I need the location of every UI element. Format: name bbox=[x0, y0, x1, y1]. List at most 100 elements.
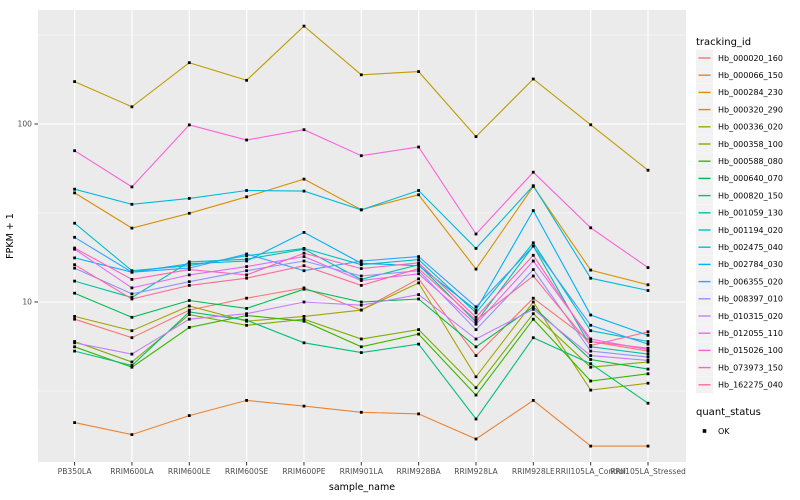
data-point-Hb_006355_020 bbox=[73, 235, 76, 239]
data-point-Hb_000284_230 bbox=[646, 283, 650, 287]
data-point-Hb_000358_100 bbox=[474, 386, 478, 390]
data-point-Hb_001194_020 bbox=[187, 264, 191, 268]
legend-item-label: Hb_010315_020 bbox=[718, 312, 783, 321]
data-point-Hb_000820_150 bbox=[302, 341, 306, 345]
data-point-Hb_001059_130 bbox=[646, 352, 650, 356]
legend-item-Hb_073973_150: Hb_073973_150 bbox=[696, 359, 783, 377]
data-point-Hb_000358_100 bbox=[130, 360, 134, 364]
data-point-Hb_015026_100 bbox=[73, 149, 76, 153]
data-point-Hb_000020_160 bbox=[417, 277, 420, 281]
data-point-Hb_000020_160 bbox=[73, 317, 76, 321]
data-point-Hb_010315_020 bbox=[531, 307, 535, 311]
data-point-Hb_000820_150 bbox=[531, 336, 535, 340]
data-point-Hb_000358_100 bbox=[187, 313, 191, 316]
data-point-Hb_000358_100 bbox=[245, 323, 248, 327]
data-point-Hb_015026_100 bbox=[417, 145, 420, 149]
data-point-Hb_002475_040 bbox=[245, 189, 248, 192]
data-point-Hb_000320_290 bbox=[187, 61, 191, 65]
data-point-Hb_012055_110 bbox=[302, 255, 306, 258]
data-point-Hb_006355_020 bbox=[302, 269, 306, 273]
data-point-Hb_006355_020 bbox=[589, 323, 593, 327]
legend-item-Hb_000336_020: Hb_000336_020 bbox=[696, 118, 783, 136]
data-point-Hb_015026_100 bbox=[130, 185, 134, 189]
data-point-Hb_000066_150 bbox=[359, 410, 363, 414]
data-point-Hb_000820_150 bbox=[417, 342, 420, 346]
data-point-Hb_000588_080 bbox=[73, 345, 76, 349]
data-point-Hb_000336_020 bbox=[589, 388, 593, 392]
data-point-Hb_000588_080 bbox=[245, 314, 248, 317]
data-point-Hb_010315_020 bbox=[302, 300, 306, 304]
data-point-Hb_000358_100 bbox=[359, 337, 363, 341]
data-point-Hb_002475_040 bbox=[589, 276, 593, 280]
legend-item-label: Hb_000336_020 bbox=[718, 123, 783, 132]
data-point-Hb_000320_290 bbox=[130, 105, 134, 109]
data-point-Hb_000320_290 bbox=[646, 168, 650, 172]
legend-item-Hb_000066_150: Hb_000066_150 bbox=[696, 66, 783, 84]
data-point-Hb_002784_030 bbox=[245, 259, 248, 263]
legend-item-label: Hb_000820_150 bbox=[718, 191, 783, 200]
data-point-Hb_010315_020 bbox=[646, 359, 650, 362]
x-tick-label: RRIM600SE bbox=[225, 467, 269, 476]
legend-item-label: Hb_008397_010 bbox=[718, 295, 783, 304]
data-point-Hb_000820_150 bbox=[245, 318, 248, 322]
data-point-Hb_010315_020 bbox=[187, 317, 191, 321]
data-point-Hb_000066_150 bbox=[187, 414, 191, 417]
data-point-Hb_000336_020 bbox=[73, 315, 76, 318]
data-point-Hb_000066_150 bbox=[417, 412, 420, 416]
data-point-Hb_002784_030 bbox=[359, 261, 363, 265]
data-point-Hb_000336_020 bbox=[531, 300, 535, 304]
legend-item-Hb_162275_040: Hb_162275_040 bbox=[696, 376, 783, 394]
data-point-Hb_001194_020 bbox=[417, 258, 420, 261]
data-point-Hb_000588_080 bbox=[589, 379, 593, 383]
data-point-Hb_000066_150 bbox=[531, 399, 535, 402]
data-point-Hb_162275_040 bbox=[187, 284, 191, 287]
legend-title: tracking_id bbox=[696, 37, 751, 48]
data-point-Hb_001059_130 bbox=[130, 296, 134, 299]
data-point-Hb_010315_020 bbox=[589, 354, 593, 357]
legend-item-Hb_006355_020: Hb_006355_020 bbox=[696, 273, 783, 291]
x-axis-labels: PB350LA RRIM600LA RRIM600LE RRIM600SE RRIM60… bbox=[58, 467, 686, 476]
data-point-Hb_006355_020 bbox=[531, 244, 535, 248]
data-point-Hb_002784_030 bbox=[73, 256, 76, 260]
data-point-Hb_000588_080 bbox=[302, 319, 306, 323]
data-point-Hb_012055_110 bbox=[245, 265, 248, 268]
data-point-Hb_006355_020 bbox=[187, 266, 191, 270]
data-point-Hb_073973_150 bbox=[245, 273, 248, 277]
data-point-Hb_000020_160 bbox=[245, 296, 248, 300]
data-point-Hb_006355_020 bbox=[474, 305, 478, 309]
data-point-Hb_015026_100 bbox=[474, 232, 478, 236]
data-point-Hb_002784_030 bbox=[187, 262, 191, 266]
data-point-Hb_000320_290 bbox=[245, 78, 248, 82]
data-point-Hb_008397_010 bbox=[589, 349, 593, 353]
legend-item-Hb_012055_110: Hb_012055_110 bbox=[696, 324, 783, 342]
legend-item-Hb_001059_130: Hb_001059_130 bbox=[696, 204, 783, 222]
data-point-Hb_000066_150 bbox=[73, 421, 76, 424]
data-point-Hb_002784_030 bbox=[417, 264, 420, 268]
y-tick-label: 100 bbox=[18, 120, 33, 129]
data-point-Hb_073973_150 bbox=[646, 346, 650, 350]
data-point-Hb_001059_130 bbox=[187, 260, 191, 264]
legend-item-Hb_000358_100: Hb_000358_100 bbox=[696, 135, 783, 153]
data-point-Hb_000320_290 bbox=[531, 77, 535, 81]
quant-status-key-square bbox=[702, 429, 707, 433]
data-point-Hb_162275_040 bbox=[130, 297, 134, 301]
series-points bbox=[73, 24, 650, 448]
data-point-Hb_006355_020 bbox=[130, 270, 134, 274]
data-point-Hb_000588_080 bbox=[130, 365, 134, 369]
data-point-Hb_001194_020 bbox=[531, 241, 535, 245]
data-point-Hb_008397_010 bbox=[187, 280, 191, 284]
y-tick-label: 10 bbox=[22, 298, 32, 307]
data-point-Hb_000640_070 bbox=[359, 300, 363, 304]
data-point-Hb_162275_040 bbox=[302, 264, 306, 268]
data-point-Hb_001194_020 bbox=[646, 340, 650, 343]
data-point-Hb_162275_040 bbox=[245, 276, 248, 280]
data-point-Hb_000640_070 bbox=[589, 358, 593, 361]
data-point-Hb_000336_020 bbox=[187, 304, 191, 308]
data-point-Hb_010315_020 bbox=[417, 293, 420, 296]
data-point-Hb_002475_040 bbox=[417, 189, 420, 192]
data-point-Hb_000588_080 bbox=[359, 345, 363, 349]
data-point-Hb_000640_070 bbox=[245, 307, 248, 310]
legend-item-Hb_002475_040: Hb_002475_040 bbox=[696, 238, 783, 256]
data-point-Hb_000284_230 bbox=[130, 226, 134, 230]
